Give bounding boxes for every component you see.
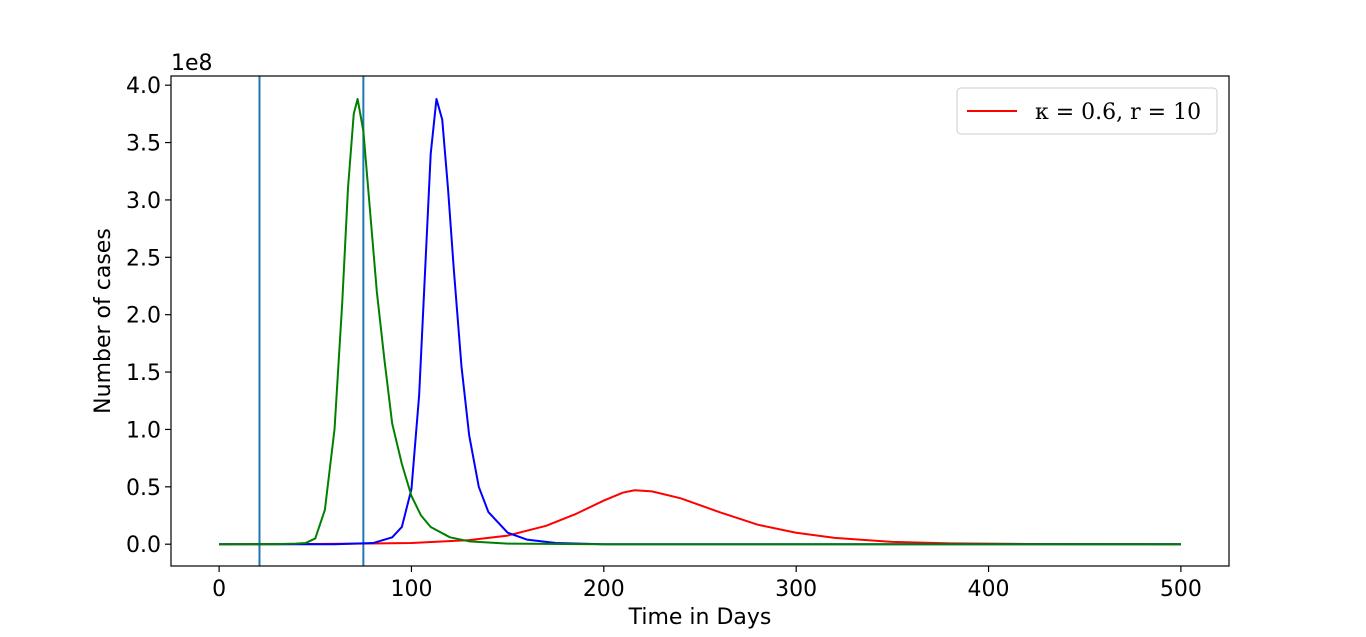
y-axis: 0.0 0.5 1.0 1.5 2.0 2.5 3.0 3.5 4.0: [126, 74, 171, 558]
x-tick-label: 100: [390, 577, 432, 602]
y-tick-label: 0.0: [126, 533, 161, 558]
legend-box: [956, 87, 1218, 135]
y-offset-label: 1e8: [171, 51, 213, 76]
plot-frame: [170, 75, 1230, 567]
series-line-1: [219, 97, 1181, 546]
y-tick-label: 4.0: [126, 74, 161, 99]
plot-area: [219, 76, 1181, 566]
x-axis-label: Time in Days: [628, 605, 772, 630]
y-tick-label: 2.5: [126, 246, 161, 271]
legend: κ = 0.6, r = 10: [956, 87, 1218, 135]
x-tick-label: 500: [1160, 577, 1202, 602]
y-tick-label: 2.0: [126, 304, 161, 329]
x-tick-label: 200: [583, 577, 625, 602]
x-axis: 0 100 200 300 400 500: [212, 566, 1202, 602]
y-tick-label: 3.0: [126, 189, 161, 214]
y-tick-label: 0.5: [126, 476, 161, 501]
x-tick-label: 300: [775, 577, 817, 602]
series-line-0: [219, 489, 1181, 546]
series-line-2: [219, 97, 1181, 546]
y-axis-label: Number of cases: [91, 228, 116, 414]
legend-label: κ = 0.6, r = 10: [1035, 100, 1201, 125]
y-tick-label: 3.5: [126, 132, 161, 157]
x-tick-label: 0: [212, 577, 226, 602]
x-tick-label: 400: [968, 577, 1010, 602]
y-tick-label: 1.5: [126, 361, 161, 386]
y-tick-label: 1.0: [126, 418, 161, 443]
